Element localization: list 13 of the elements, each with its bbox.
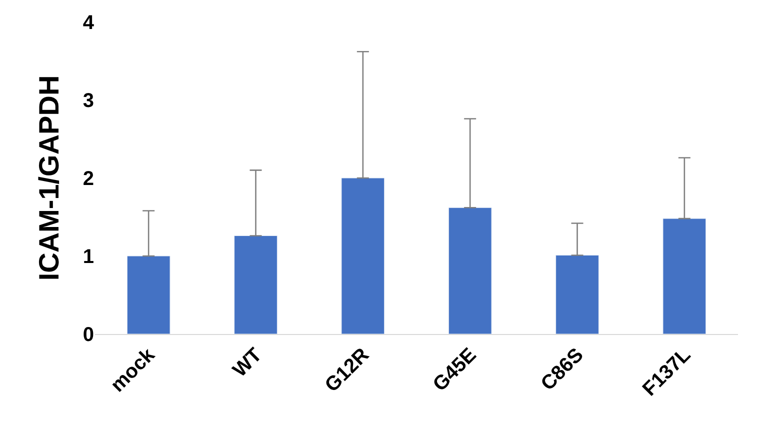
x-tick-label: WT bbox=[228, 344, 266, 382]
y-axis-title: ICAM-1/GAPDH bbox=[34, 75, 65, 281]
y-tick-label: 2 bbox=[82, 168, 94, 190]
bar bbox=[341, 178, 385, 334]
bar bbox=[234, 235, 278, 334]
y-tick-label: 4 bbox=[82, 12, 95, 34]
y-tick-label: 3 bbox=[82, 90, 94, 112]
bar bbox=[126, 256, 170, 334]
bar bbox=[662, 218, 706, 334]
y-tick-label: 1 bbox=[82, 246, 94, 268]
bar bbox=[556, 254, 599, 334]
bar bbox=[448, 207, 492, 334]
y-tick-label: 0 bbox=[82, 324, 94, 346]
